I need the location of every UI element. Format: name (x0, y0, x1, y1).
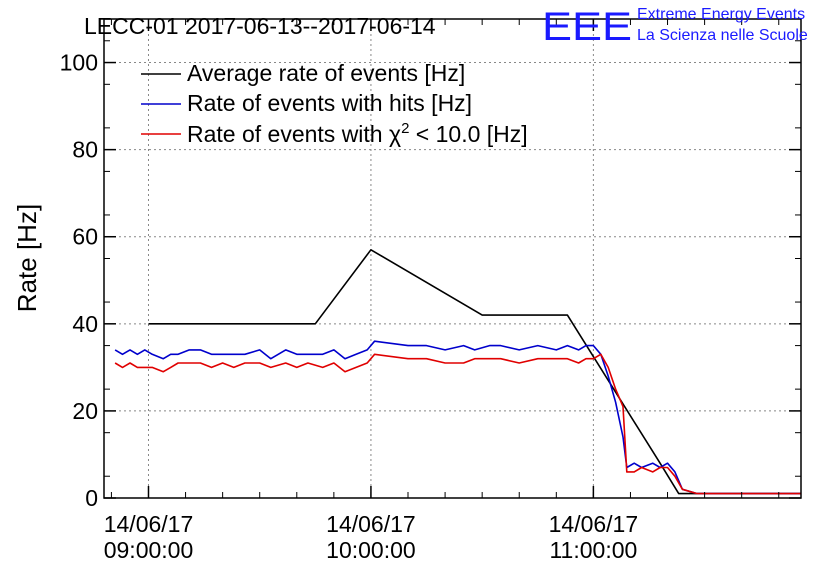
series-layer (114, 249, 801, 495)
y-tick-label: 60 (72, 224, 98, 250)
legend-label-chi2-suffix: < 10.0 [Hz] (409, 121, 527, 147)
y-tick-label: 80 (72, 137, 98, 163)
series-line-chi2-rate (114, 353, 801, 495)
x-tick-label-time: 09:00:00 (104, 537, 194, 563)
x-tick-label-date: 14/06/17 (326, 511, 416, 537)
x-tick-label-date: 14/06/17 (549, 511, 639, 537)
legend-label-chi2: Rate of events with χ2 < 10.0 [Hz] (187, 120, 528, 147)
x-tick-label-date: 14/06/17 (104, 511, 194, 537)
axis-ticks: 02040608010014/06/1709:00:0014/06/1710:0… (60, 19, 801, 563)
y-tick-label: 20 (72, 398, 98, 424)
legend: Average rate of events [Hz] Rate of even… (141, 60, 528, 147)
x-tick-label-time: 10:00:00 (326, 537, 416, 563)
logo-line-1: Extreme Energy Events (637, 6, 805, 23)
eee-logo-mark: EEE (542, 5, 632, 49)
chart-title: LECC-01 2017-06-13--2017-06-14 (84, 13, 436, 39)
legend-label-chi2-sup: 2 (401, 120, 409, 137)
y-tick-label: 40 (72, 311, 98, 337)
y-tick-label: 0 (85, 485, 98, 511)
logo-line-2: La Scienza nelle Scuole (637, 27, 808, 44)
legend-label-chi2-prefix: Rate of events with χ (187, 121, 401, 147)
legend-label-hits: Rate of events with hits [Hz] (187, 90, 472, 116)
y-axis-label: Rate [Hz] (12, 204, 42, 312)
eee-logo: EEE Extreme Energy Events La Scienza nel… (542, 5, 808, 49)
series-line-hits-rate (114, 340, 801, 495)
series-line-average-rate (148, 249, 801, 495)
x-tick-label-time: 11:00:00 (549, 537, 637, 563)
legend-label-average: Average rate of events [Hz] (187, 60, 465, 86)
y-tick-label: 100 (60, 50, 98, 76)
